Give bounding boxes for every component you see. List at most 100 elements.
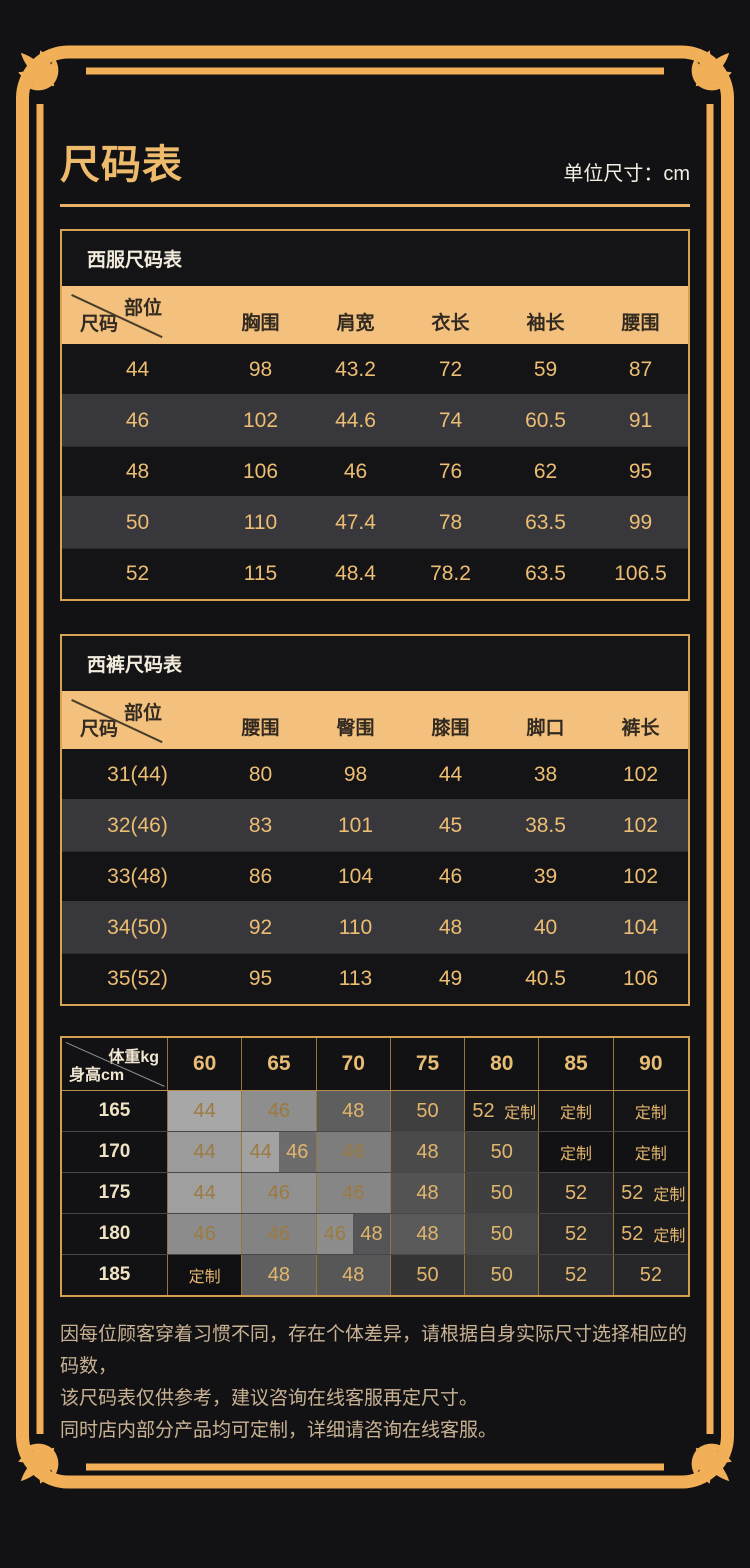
size-row: 52 115 48.4 78.2 63.5 106.5 <box>62 548 688 599</box>
matrix-cell-value: 46 <box>316 1132 390 1172</box>
table-body: 44 98 43.2 72 59 87 46 102 44.6 74 60.5 91 48 106 46 76… <box>62 344 688 599</box>
value-cell: 78 <box>438 510 463 534</box>
size-row: 34(50) 92 110 48 40 104 <box>62 902 688 953</box>
matrix-header-row: 体重kg 身高cm 60 65 70 75 80 85 90 <box>62 1038 688 1091</box>
height-label: 170 <box>98 1141 131 1162</box>
value-cell: 78.2 <box>430 561 471 585</box>
value-cell: 80 <box>248 762 273 786</box>
matrix-cell: 52 定制 <box>613 1173 688 1213</box>
weight-header-label: 70 <box>341 1052 365 1075</box>
matrix-cell-value: 46 <box>278 1132 316 1172</box>
size-row: 35(52) 95 113 49 40.5 106 <box>62 953 688 1004</box>
weight-header: 70 <box>317 1038 391 1090</box>
value-cell: 48.4 <box>335 561 376 585</box>
matrix-cell: 定制 <box>613 1132 688 1172</box>
value-cell: 38 <box>533 762 558 786</box>
value-cell: 106 <box>622 966 659 990</box>
value-cell: 95 <box>628 459 653 483</box>
size-row: 50 110 47.4 78 63.5 99 <box>62 497 688 548</box>
footer-note: 因每位顾客穿着习惯不同，存在个体差异，请根据自身实际尺寸选择相应的码数， 该尺码… <box>60 1319 690 1447</box>
matrix-row: 185 定制 48 48 50 50 52 52 <box>62 1255 688 1295</box>
matrix-cell: 50 <box>465 1173 540 1213</box>
weight-header: 85 <box>539 1038 614 1090</box>
value-cell: 115 <box>243 561 278 585</box>
height-cell: 165 <box>62 1091 168 1131</box>
weight-header: 90 <box>614 1038 688 1090</box>
weight-header-label: 90 <box>639 1052 663 1075</box>
matrix-cell-value: 定制 <box>501 1091 539 1131</box>
column-header: 衣长 <box>431 313 470 334</box>
matrix-cell: 48 <box>316 1091 391 1131</box>
note-line: 同时店内部分产品均可定制，详细请咨询在线客服。 <box>60 1420 498 1441</box>
matrix-cell: 52 <box>539 1173 614 1213</box>
corner-cell: 部位 尺码 <box>62 691 213 749</box>
table-header-row: 部位 尺码 胸围 肩宽 衣长 袖长 腰围 <box>62 286 688 344</box>
value-cell: 92 <box>248 915 273 939</box>
size-cell: 50 <box>125 510 150 534</box>
matrix-cell-value: 48 <box>353 1214 390 1254</box>
matrix-cell-value: 定制 <box>613 1091 688 1131</box>
matrix-cell-value: 44 <box>168 1173 242 1213</box>
height-label: 165 <box>98 1100 131 1121</box>
matrix-cell-value: 52 <box>539 1173 613 1213</box>
weight-header-label: 65 <box>267 1052 291 1075</box>
value-cell: 44 <box>438 762 463 786</box>
table-body: 31(44) 80 98 44 38 102 32(46) 83 101 45 38.5 102 33(… <box>62 749 688 1004</box>
value-cell: 95 <box>248 966 273 990</box>
size-row: 32(46) 83 101 45 38.5 102 <box>62 800 688 851</box>
table-title: 西服尺码表 <box>87 250 183 271</box>
weight-header-label: 75 <box>415 1052 440 1075</box>
matrix-cell-value: 52 <box>465 1091 502 1131</box>
height-label: 180 <box>98 1223 131 1244</box>
value-cell: 110 <box>338 915 373 939</box>
corner-flower-ornament <box>678 37 745 104</box>
matrix-cell: 44 <box>168 1132 243 1172</box>
matrix-cell: 46 48 <box>316 1214 391 1254</box>
matrix-corner-cell: 体重kg 身高cm <box>62 1038 168 1090</box>
weight-header: 60 <box>168 1038 243 1090</box>
matrix-cell-value: 定制 <box>539 1132 613 1172</box>
matrix-cell-value: 定制 <box>168 1255 242 1295</box>
value-cell: 102 <box>622 813 659 837</box>
matrix-cell-value: 52 <box>613 1255 688 1295</box>
value-cell: 38.5 <box>525 813 566 837</box>
matrix-cell: 46 <box>316 1173 391 1213</box>
matrix-cell-value: 46 <box>316 1214 354 1254</box>
matrix-cell-value: 48 <box>390 1173 465 1213</box>
size-cell: 46 <box>125 408 150 432</box>
value-cell: 45 <box>438 813 463 837</box>
height-weight-matrix: 体重kg 身高cm 60 65 70 75 80 85 90 165 44 46 48 50 52 定制… <box>60 1036 690 1297</box>
value-cell: 104 <box>622 915 659 939</box>
table-title: 西裤尺码表 <box>87 655 183 676</box>
value-cell: 59 <box>533 357 558 381</box>
matrix-cell: 定制 <box>539 1132 614 1172</box>
weight-header-label: 80 <box>490 1052 514 1075</box>
value-cell: 83 <box>248 813 273 837</box>
height-label: 185 <box>98 1264 131 1285</box>
page-title: 尺码表 <box>60 143 183 187</box>
matrix-cell: 48 <box>242 1255 317 1295</box>
value-cell: 63.5 <box>525 561 566 585</box>
value-cell: 74 <box>438 408 463 432</box>
value-cell: 91 <box>628 408 653 432</box>
matrix-body: 165 44 46 48 50 52 定制 定制 定制 170 44 44 46 46 48 50 定制 定制 17… <box>62 1091 688 1295</box>
size-cell: 44 <box>125 357 150 381</box>
value-cell: 102 <box>622 864 659 888</box>
weight-header: 80 <box>465 1038 540 1090</box>
corner-label-part: 部位 <box>124 703 163 724</box>
weight-header-label: 85 <box>564 1052 588 1075</box>
unit-label: 单位尺寸：cm <box>563 163 690 185</box>
value-cell: 106.5 <box>614 561 667 585</box>
suit-size-table: 西服尺码表 部位 尺码 胸围 肩宽 衣长 袖长 腰围 44 98 43.2 72 59 87 46 1… <box>60 229 690 601</box>
note-line: 因每位顾客穿着习惯不同，存在个体差异，请根据自身实际尺寸选择相应的码数， <box>60 1324 688 1377</box>
matrix-cell-value: 48 <box>316 1091 390 1131</box>
column-header: 脚口 <box>526 718 565 739</box>
size-cell: 33(48) <box>107 864 168 888</box>
matrix-cell-value: 46 <box>242 1173 316 1213</box>
size-cell: 52 <box>125 561 150 585</box>
column-header: 肩宽 <box>336 313 375 334</box>
column-header: 臀围 <box>336 718 375 739</box>
matrix-cell-value: 48 <box>390 1214 465 1254</box>
value-cell: 49 <box>438 966 463 990</box>
value-cell: 102 <box>622 762 659 786</box>
